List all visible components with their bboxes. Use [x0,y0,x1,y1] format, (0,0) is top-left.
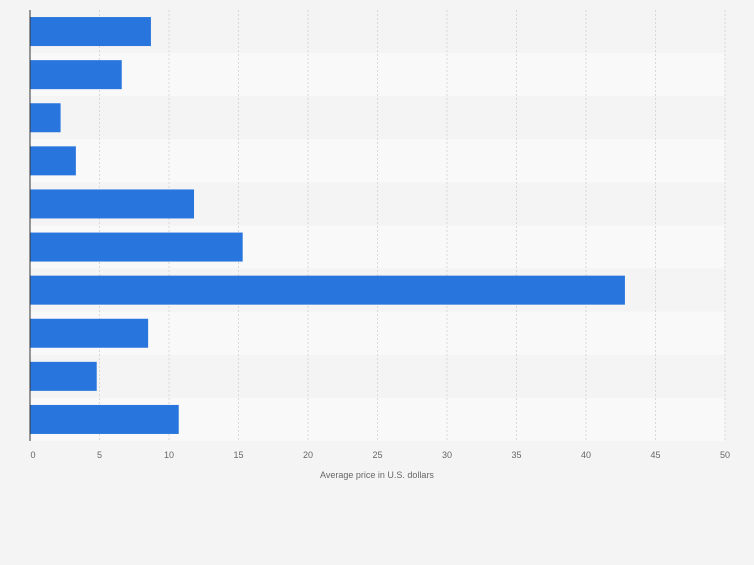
bars [30,17,625,434]
x-tick-label: 0 [30,450,35,460]
x-tick-label: 10 [164,450,174,460]
x-tick-label: 45 [650,450,660,460]
bar [30,60,122,90]
bar [30,103,61,133]
x-tick-label: 15 [233,450,243,460]
x-tick-label: 40 [581,450,591,460]
bar [30,146,76,176]
x-axis-label: Average price in U.S. dollars [320,470,434,480]
bar [30,404,179,434]
x-tick-label: 50 [720,450,730,460]
bar [30,318,149,348]
x-tick-label: 25 [372,450,382,460]
bar [30,275,625,305]
bar [30,189,195,219]
x-tick-label: 30 [442,450,452,460]
bar [30,232,243,262]
x-tick-label: 5 [97,450,102,460]
x-tick-labels: 0 5 10 15 20 25 30 35 40 45 50 [30,450,730,460]
bar [30,17,151,47]
x-tick-label: 35 [511,450,521,460]
bar [30,361,97,391]
x-tick-label: 20 [303,450,313,460]
